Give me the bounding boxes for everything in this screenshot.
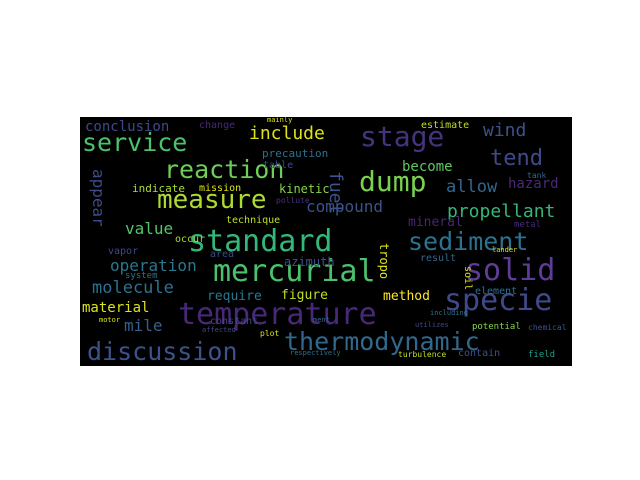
word: discussion [87,337,238,366]
word: molecule [92,278,174,298]
word: specie [444,283,553,318]
word: respectively [290,349,341,357]
word: table [263,160,294,171]
word: constant [210,316,259,327]
word-cloud: standard mercurial solid temperature spe… [80,117,572,366]
word: include [249,123,325,144]
word: contain [458,348,501,359]
word: result [420,253,457,264]
word: azimuth [284,255,335,269]
word: service [82,128,188,157]
word: dump [359,165,427,198]
word: propellant [447,201,556,222]
word: standard [188,224,333,259]
word: system [125,271,158,281]
word: vapor [108,246,139,257]
word: indicate [132,182,185,195]
word: tend [490,146,543,171]
word: plot [260,329,280,338]
word: sediment [408,227,529,256]
word: utilizes [415,321,449,329]
word: become [402,159,453,175]
word: area [210,249,235,260]
word: estimate [421,120,470,131]
word: ment [313,316,330,324]
word: measure [157,185,267,215]
word: hazard [508,176,559,192]
word: metal [514,220,542,230]
word: turbulence [398,350,447,359]
word: potential [472,322,521,332]
word: method [383,289,430,304]
word: affected [202,326,236,334]
word: compound [306,197,384,216]
word: material [82,300,150,316]
word: lander [492,246,518,254]
word: stage [360,120,445,153]
word: conclusion [85,119,170,135]
word: value [125,219,174,238]
word: operation [110,256,197,275]
word: reaction [164,155,285,184]
word: mineral [408,215,463,230]
word: solid [465,253,556,288]
word: chemical [528,323,567,332]
word: pollute [276,196,310,205]
word: soil [462,266,473,291]
word: mile [124,316,163,335]
word: temperature [178,297,377,332]
word: mission [199,183,242,194]
word: precaution [262,147,329,160]
word: require [207,289,262,304]
word: element [475,286,518,297]
word: including [430,309,468,317]
word: field [528,350,556,360]
word: wind [483,120,527,141]
word: technique [226,215,281,226]
word: appear [89,169,108,227]
word: thermodynamic [284,327,480,356]
word: motor [99,316,121,324]
word: tank [527,171,547,180]
word: allow [446,177,498,197]
word: mercurial [213,254,376,289]
word: occur [175,234,206,245]
word: change [199,120,236,131]
word: tropo [377,243,391,280]
word: mainly [267,117,293,124]
word: kinetic [279,182,330,196]
word: figure [281,288,328,303]
